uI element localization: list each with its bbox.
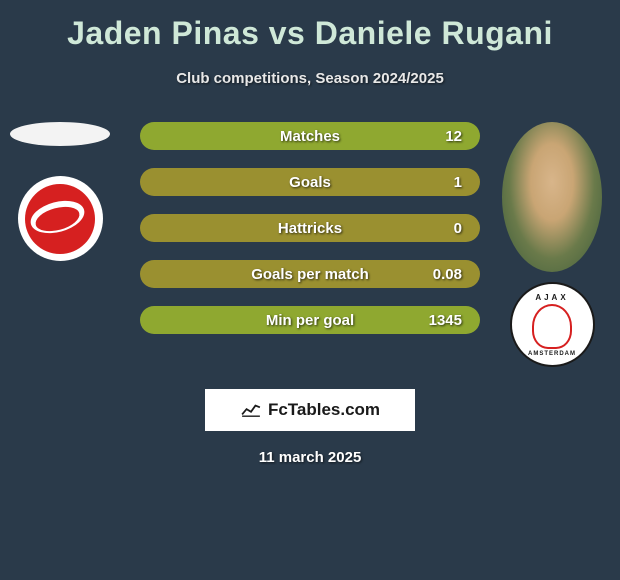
stat-value: 12: [445, 128, 462, 145]
player-right-photo: [502, 122, 602, 272]
almere-badge: [25, 184, 95, 254]
stat-bar-matches: Matches 12: [140, 122, 480, 150]
stat-label: Goals: [140, 174, 480, 191]
subtitle: Club competitions, Season 2024/2025: [176, 70, 444, 87]
ajax-head-icon: [532, 304, 572, 349]
brand-text: FcTables.com: [268, 400, 380, 420]
content-row: Matches 12 Goals 1 Hattricks 0 Goals per…: [0, 122, 620, 334]
player-right-column: AJAX AMSTERDAM: [502, 122, 602, 367]
player-left-column: [10, 122, 110, 261]
stat-label: Hattricks: [140, 220, 480, 237]
stat-bar-min-per-goal: Min per goal 1345: [140, 306, 480, 334]
chart-icon: [240, 402, 262, 418]
player-left-photo: [10, 122, 110, 146]
ajax-text-top: AJAX: [535, 293, 568, 302]
date-text: 11 march 2025: [259, 449, 362, 466]
ajax-text-bottom: AMSTERDAM: [528, 351, 576, 357]
club-logo-ajax: AJAX AMSTERDAM: [510, 282, 595, 367]
stat-value: 1345: [429, 312, 462, 329]
stat-bar-hattricks: Hattricks 0: [140, 214, 480, 242]
stats-list: Matches 12 Goals 1 Hattricks 0 Goals per…: [140, 122, 480, 334]
ajax-badge: AJAX AMSTERDAM: [517, 290, 587, 360]
stat-value: 1: [454, 174, 462, 191]
stat-label: Matches: [140, 128, 480, 145]
page-title: Jaden Pinas vs Daniele Rugani: [67, 15, 553, 52]
comparison-card: Jaden Pinas vs Daniele Rugani Club compe…: [0, 0, 620, 476]
stat-bar-goals: Goals 1: [140, 168, 480, 196]
stat-value: 0.08: [433, 266, 462, 283]
stat-bar-goals-per-match: Goals per match 0.08: [140, 260, 480, 288]
stat-value: 0: [454, 220, 462, 237]
club-logo-almere: [18, 176, 103, 261]
stat-label: Goals per match: [140, 266, 480, 283]
brand-badge[interactable]: FcTables.com: [205, 389, 415, 431]
